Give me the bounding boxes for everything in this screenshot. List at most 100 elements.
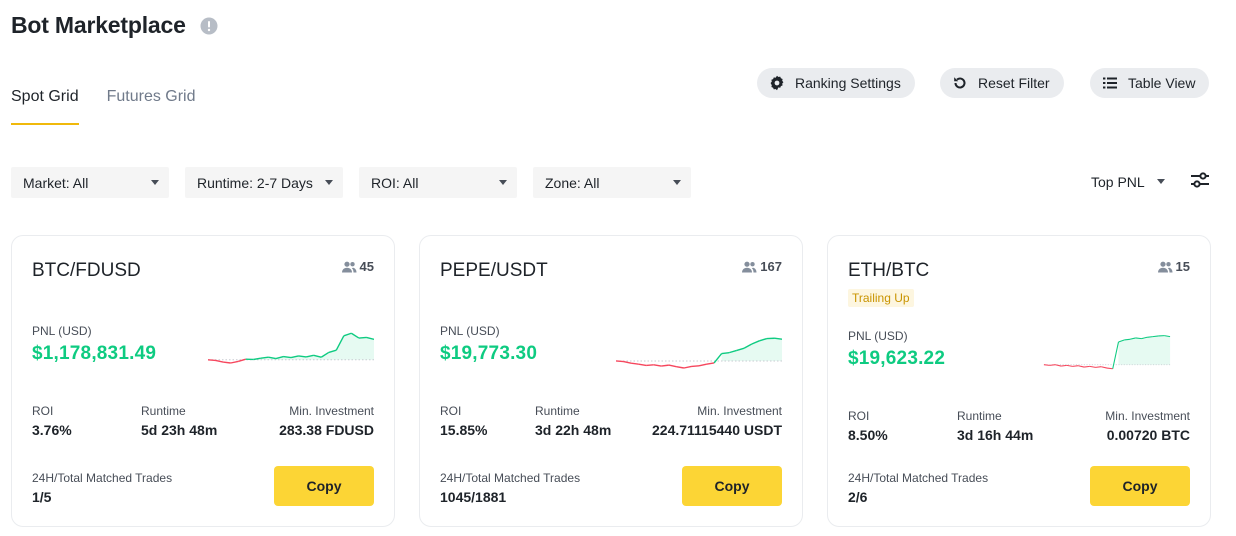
bot-card[interactable]: PEPE/USDT 167 PNL (USD) $19,773.30 ROI 1… bbox=[419, 235, 803, 527]
users-icon bbox=[1157, 261, 1173, 273]
min-investment-value: 283.38 FDUSD bbox=[279, 422, 374, 438]
sparkline-area bbox=[721, 338, 782, 361]
followers-count: 45 bbox=[341, 259, 374, 274]
sparkline-segment bbox=[1084, 365, 1090, 368]
sparkline-segment bbox=[668, 364, 677, 368]
reset-filter-label: Reset Filter bbox=[978, 75, 1050, 91]
sparkline-segment bbox=[653, 364, 662, 367]
info-icon[interactable] bbox=[200, 17, 218, 35]
sparkline-segment bbox=[1078, 365, 1085, 368]
pair-name: ETH/BTC bbox=[848, 260, 930, 281]
sparkline-segment bbox=[230, 360, 239, 364]
reset-filter-button[interactable]: Reset Filter bbox=[940, 68, 1064, 98]
pnl-label: PNL (USD) bbox=[440, 324, 500, 338]
users-icon bbox=[341, 261, 357, 273]
pnl-value: $1,178,831.49 bbox=[32, 343, 157, 364]
sparkline-segment bbox=[1147, 336, 1153, 338]
sparkline-segment bbox=[1101, 366, 1108, 369]
sparkline-segment bbox=[774, 337, 782, 340]
sparkline-segment bbox=[631, 362, 639, 365]
ranking-settings-button[interactable]: Ranking Settings bbox=[757, 68, 915, 98]
sparkline-segment bbox=[623, 360, 632, 364]
caret-down-icon bbox=[499, 179, 507, 186]
sparkline-segment bbox=[366, 336, 374, 340]
trades-label: 24H/Total Matched Trades bbox=[848, 471, 989, 485]
pnl-label: PNL (USD) bbox=[848, 329, 908, 343]
min-investment-label: Min. Investment bbox=[697, 404, 782, 418]
zone-filter[interactable]: Zone: All bbox=[533, 167, 691, 198]
runtime-value: 5d 23h 48m bbox=[141, 422, 218, 438]
sparkline-segment bbox=[1066, 364, 1073, 367]
sliders-icon[interactable] bbox=[1191, 172, 1209, 188]
runtime-value: 3d 22h 48m bbox=[535, 422, 612, 438]
sparkline-segment bbox=[253, 357, 261, 361]
sparkline-segment bbox=[646, 364, 654, 367]
followers-value: 45 bbox=[359, 259, 374, 274]
table-view-button[interactable]: Table View bbox=[1090, 68, 1210, 98]
trades-label: 24H/Total Matched Trades bbox=[440, 471, 581, 485]
runtime-label: Runtime bbox=[141, 404, 186, 418]
table-view-label: Table View bbox=[1128, 75, 1196, 91]
sparkline-segment bbox=[743, 343, 753, 349]
min-investment-value: 0.00720 BTC bbox=[1106, 427, 1190, 443]
sparkline-segment bbox=[676, 366, 685, 369]
pnl-sparkline bbox=[616, 337, 782, 369]
followers-value: 167 bbox=[760, 259, 782, 274]
sparkline-segment bbox=[736, 347, 745, 352]
pnl-value: $19,773.30 bbox=[440, 343, 538, 364]
sparkline-segment bbox=[1112, 341, 1119, 369]
copy-button[interactable]: Copy bbox=[274, 466, 374, 506]
sort-dropdown[interactable]: Top PNL bbox=[1091, 174, 1165, 190]
sparkline-segment bbox=[290, 355, 299, 359]
sparkline-segment bbox=[313, 354, 322, 358]
sparkline-segment bbox=[343, 332, 352, 337]
sparkline-segment bbox=[721, 351, 730, 355]
min-investment-label: Min. Investment bbox=[1105, 409, 1190, 423]
sparkline-segment bbox=[638, 363, 647, 367]
copy-button[interactable]: Copy bbox=[682, 466, 782, 506]
sparkline-segment bbox=[320, 351, 330, 358]
sparkline-segment bbox=[1164, 335, 1171, 338]
market-filter[interactable]: Market: All bbox=[11, 167, 169, 198]
copy-button[interactable]: Copy bbox=[1090, 466, 1190, 506]
followers-count: 15 bbox=[1157, 259, 1190, 274]
pnl-value: $19,623.22 bbox=[848, 348, 946, 369]
sparkline-segment bbox=[215, 359, 224, 363]
sparkline-segment bbox=[1135, 337, 1142, 340]
sort-label: Top PNL bbox=[1091, 174, 1145, 190]
sparkline-segment bbox=[305, 354, 314, 358]
sparkline-segment bbox=[328, 349, 337, 354]
trades-value: 1/5 bbox=[32, 489, 52, 505]
bot-card[interactable]: BTC/FDUSD 45 PNL (USD) $1,178,831.49 ROI… bbox=[11, 235, 395, 527]
sparkline-segment bbox=[698, 363, 707, 367]
pnl-sparkline bbox=[1043, 335, 1171, 370]
roi-value: 3.76% bbox=[32, 422, 72, 438]
min-investment-value: 224.71115440 USDT bbox=[652, 422, 782, 438]
caret-down-icon bbox=[325, 179, 333, 186]
bot-card[interactable]: ETH/BTC 15 Trailing Up PNL (USD) $19,623… bbox=[827, 235, 1211, 527]
runtime-label: Runtime bbox=[535, 404, 580, 418]
sparkline-segment bbox=[616, 360, 624, 363]
sparkline-segment bbox=[208, 359, 216, 362]
sparkline-segment bbox=[283, 355, 292, 359]
runtime-filter[interactable]: Runtime: 2-7 Days bbox=[185, 167, 343, 198]
trades-value: 1045/1881 bbox=[440, 489, 507, 505]
sparkline-segment bbox=[1043, 364, 1050, 366]
sparkline-segment bbox=[1089, 365, 1096, 368]
sparkline-segment bbox=[751, 340, 760, 345]
pair-name: PEPE/USDT bbox=[440, 260, 548, 281]
tab-futures-grid[interactable]: Futures Grid bbox=[106, 88, 196, 105]
tab-spot-grid[interactable]: Spot Grid bbox=[11, 88, 79, 125]
runtime-filter-label: Runtime: 2-7 Days bbox=[197, 174, 313, 191]
sparkline-segment bbox=[1095, 366, 1102, 368]
pnl-sparkline bbox=[208, 332, 374, 364]
sparkline-segment bbox=[706, 362, 715, 365]
sparkline-segment bbox=[728, 349, 737, 354]
sparkline-segment bbox=[237, 358, 246, 363]
roi-filter[interactable]: ROI: All bbox=[359, 167, 517, 198]
roi-label: ROI bbox=[848, 409, 870, 423]
roi-value: 8.50% bbox=[848, 427, 888, 443]
min-investment-label: Min. Investment bbox=[289, 404, 374, 418]
sparkline-segment bbox=[1106, 367, 1113, 370]
market-filter-label: Market: All bbox=[23, 174, 89, 191]
